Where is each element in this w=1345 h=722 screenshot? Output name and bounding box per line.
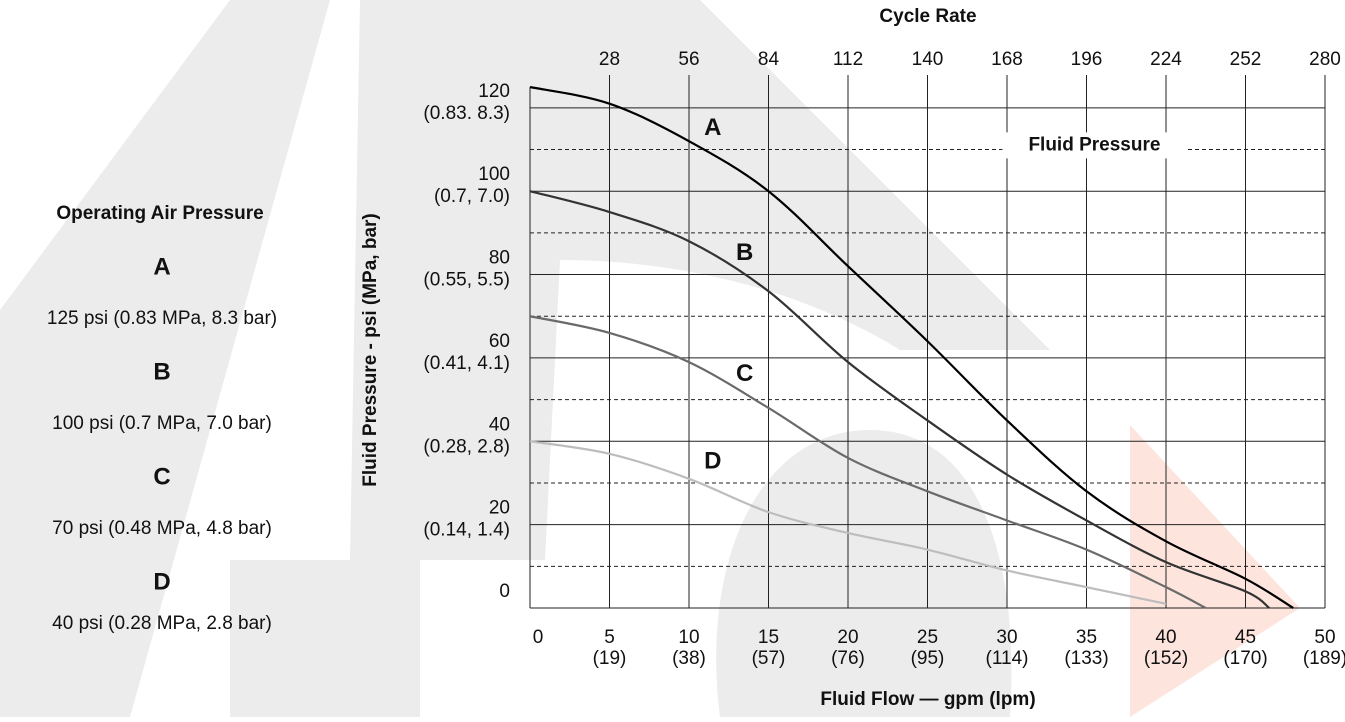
y-tick-label: 80 [489,248,510,269]
x-tick-sublabel: (189) [1303,648,1345,669]
x-tick-sublabel: (38) [672,648,706,669]
y-tick-sublabel: (0.41, 4.1) [423,353,510,374]
x2-tick-label: 112 [833,49,863,70]
logo-shape [350,0,1050,560]
series-line [529,440,1167,605]
series-line [529,315,1207,609]
x-tick-label: 0 [533,627,544,648]
x-tick-label: 35 [1076,627,1097,648]
x-tick-label: 25 [917,627,938,648]
y-tick-label: 0 [499,581,510,602]
legend-item: 100 psi (0.7 MPa, 7.0 bar) [52,413,272,434]
legend-key: B [153,358,170,385]
y-tick-sublabel: (0.28, 2.8) [423,436,510,457]
legend-title: Operating Air Pressure [56,203,263,224]
legend-item: 125 psi (0.83 MPa, 8.3 bar) [47,308,277,329]
x-tick-sublabel: (19) [593,648,627,669]
x2-tick-label: 56 [678,49,699,70]
series-line [529,190,1271,609]
y-tick-label: 60 [489,331,510,352]
x2-tick-label: 196 [1071,49,1103,70]
legend-key: D [153,568,170,595]
x2-tick-label: 252 [1230,49,1262,70]
x-tick-label: 30 [996,627,1017,648]
annotation: B [736,239,753,266]
x-tick-label: 15 [758,627,779,648]
y-tick-label: 20 [489,498,510,519]
x-tick-sublabel: (95) [911,648,945,669]
x-tick-label: 50 [1314,627,1335,648]
x2-tick-label: 224 [1150,49,1182,70]
x2-tick-label: 168 [991,49,1023,70]
y-tick-sublabel: (0.83. 8.3) [423,103,510,124]
logo-shape [230,560,420,717]
annotation: Fluid Pressure [1028,134,1160,155]
x2-tick-label: 140 [912,49,944,70]
annotation: D [704,447,721,474]
x-tick-sublabel: (133) [1064,648,1108,669]
y-tick-label: 120 [478,81,510,102]
legend-key: A [153,253,170,280]
y-tick-label: 40 [489,414,510,435]
legend-item: 40 psi (0.28 MPa, 2.8 bar) [52,613,272,634]
annotation: A [704,114,721,141]
x2-tick-label: 280 [1309,49,1341,70]
y-tick-sublabel: (0.14, 1.4) [423,520,510,541]
legend-key: C [153,463,170,490]
y-tick-sublabel: (0.7, 7.0) [434,186,510,207]
x-tick-label: 40 [1155,627,1176,648]
top-axis-title: Cycle Rate [879,6,976,27]
x-tick-label: 20 [837,627,858,648]
x-tick-sublabel: (114) [986,648,1029,669]
x-tick-sublabel: (170) [1223,648,1267,669]
legend-item: 70 psi (0.48 MPa, 4.8 bar) [52,518,272,539]
x-tick-sublabel: (76) [831,648,865,669]
y-tick-label: 100 [478,164,510,185]
series-line [529,85,1294,609]
x-tick-sublabel: (57) [752,648,786,669]
logo-shape [716,430,1012,717]
y-axis-title: Fluid Pressure - psi (MPa, bar) [360,213,381,486]
x-tick-label: 45 [1235,627,1256,648]
annotation-bg [1002,132,1187,159]
x-axis-title: Fluid Flow — gpm (lpm) [820,689,1035,710]
background-logo [0,0,1300,717]
x-tick-sublabel: (152) [1144,648,1188,669]
x2-tick-label: 84 [758,49,780,70]
annotation: C [736,360,753,387]
y-tick-sublabel: (0.55, 5.5) [423,270,510,291]
x2-tick-label: 28 [599,49,620,70]
logo-shape [0,0,330,717]
x-tick-label: 5 [604,627,615,648]
x-tick-label: 10 [678,627,699,648]
logo-accent [1130,425,1300,717]
